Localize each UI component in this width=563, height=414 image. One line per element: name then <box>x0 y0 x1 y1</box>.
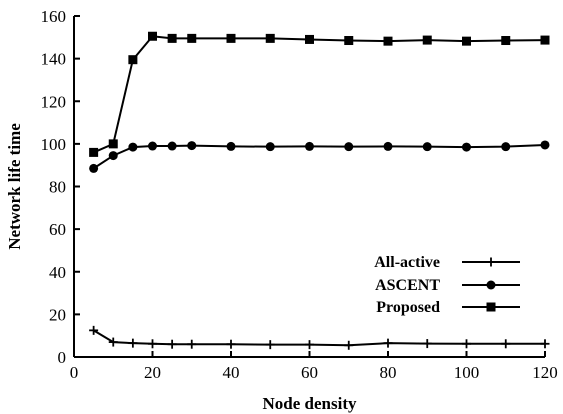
x-tick-label: 120 <box>532 363 558 382</box>
data-point <box>462 339 471 349</box>
data-point <box>462 36 471 46</box>
data-point <box>89 325 99 335</box>
data-point <box>187 141 197 151</box>
legend-label: All-active <box>374 254 440 271</box>
data-point <box>383 36 393 46</box>
data-point <box>89 163 99 173</box>
y-tick-label: 20 <box>49 305 66 324</box>
data-point <box>422 142 432 152</box>
data-point <box>265 340 275 350</box>
y-tick-label: 160 <box>41 7 67 26</box>
y-tick-label: 40 <box>49 263 66 282</box>
y-tick-label: 0 <box>58 348 67 367</box>
data-point <box>128 338 138 348</box>
series-ascent <box>89 140 550 173</box>
data-point <box>305 340 314 350</box>
data-point <box>226 339 236 349</box>
data-point <box>187 339 197 349</box>
data-point <box>501 339 511 349</box>
series-all-active <box>89 325 550 350</box>
y-axis-label: Network life time <box>5 123 24 250</box>
x-tick-label: 0 <box>70 363 79 382</box>
data-point <box>148 141 157 151</box>
x-tick-label: 100 <box>454 363 480 382</box>
legend-label: ASCENT <box>375 277 440 294</box>
y-tick-label: 60 <box>49 220 66 239</box>
data-point <box>540 35 550 45</box>
series-line <box>93 143 546 170</box>
y-tick-label: 120 <box>41 92 67 111</box>
data-point <box>148 31 157 41</box>
series-proposed <box>89 31 550 157</box>
series-line <box>93 329 545 347</box>
x-tick-label: 80 <box>380 363 397 382</box>
data-point <box>305 141 314 151</box>
data-point <box>108 337 118 347</box>
x-tick-label: 60 <box>301 363 318 382</box>
data-point <box>89 147 99 157</box>
data-point <box>226 141 236 151</box>
data-point <box>344 142 354 152</box>
legend-label: Proposed <box>376 299 440 316</box>
y-tick-label: 100 <box>41 135 67 154</box>
data-point <box>462 142 471 152</box>
axes: 0 20 40 60 80 100 120 140 160 0 20 40 60 80 100 120 <box>41 7 558 382</box>
data-point <box>383 141 393 151</box>
y-tick-label: 80 <box>49 178 66 197</box>
data-point <box>540 140 550 150</box>
data-point <box>187 33 197 43</box>
legend-marker <box>486 280 496 290</box>
data-point <box>128 55 138 65</box>
data-point <box>128 142 138 152</box>
data-point <box>167 339 177 349</box>
series-layer <box>89 31 550 350</box>
data-point <box>226 33 236 43</box>
data-point <box>501 36 511 46</box>
data-point <box>305 34 314 44</box>
data-point <box>344 340 354 350</box>
data-point <box>148 339 157 349</box>
data-point <box>383 338 393 348</box>
data-point <box>108 139 118 149</box>
data-point <box>167 33 177 43</box>
series-line <box>93 35 546 154</box>
legend-marker <box>486 302 496 312</box>
legend: All-active ASCENT Proposed <box>374 254 520 316</box>
data-point <box>265 142 275 152</box>
data-point <box>265 33 275 43</box>
data-point <box>422 339 432 349</box>
data-point <box>540 339 550 349</box>
x-tick-label: 40 <box>223 363 240 382</box>
x-axis-label: Node density <box>263 394 357 413</box>
data-point <box>167 141 177 151</box>
y-tick-label: 140 <box>41 50 67 69</box>
data-point <box>108 151 118 161</box>
data-point <box>344 36 354 46</box>
x-tick-label: 20 <box>144 363 161 382</box>
legend-marker <box>486 257 496 267</box>
data-point <box>422 35 432 45</box>
data-point <box>501 142 511 152</box>
